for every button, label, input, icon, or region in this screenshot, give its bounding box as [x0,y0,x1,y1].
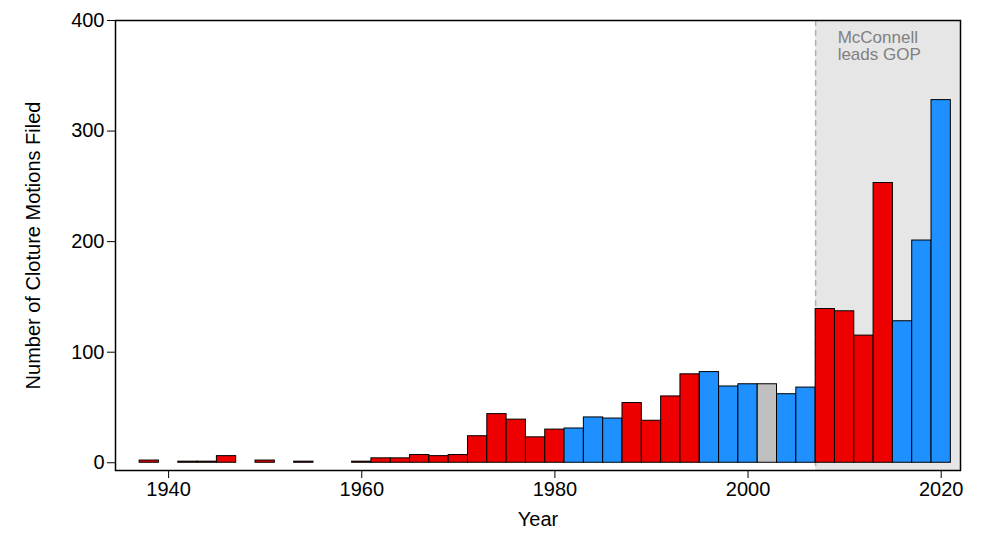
svg-text:100: 100 [71,341,104,363]
svg-text:1980: 1980 [533,478,578,500]
svg-text:Number of Cloture Motions File: Number of Cloture Motions Filed [22,102,44,390]
svg-text:1940: 1940 [146,478,191,500]
svg-text:1960: 1960 [340,478,385,500]
svg-text:200: 200 [71,230,104,252]
svg-text:300: 300 [71,119,104,141]
svg-text:2000: 2000 [726,478,771,500]
svg-text:Year: Year [518,508,559,530]
svg-text:400: 400 [71,9,104,31]
svg-text:0: 0 [93,451,104,473]
svg-text:McConnellleads GOP: McConnellleads GOP [838,28,921,64]
svg-text:2020: 2020 [919,478,964,500]
